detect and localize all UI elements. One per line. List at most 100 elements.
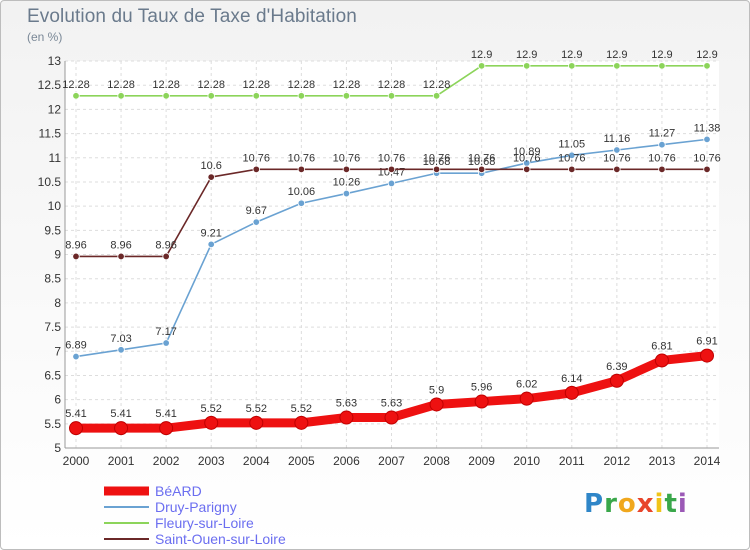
data-point <box>162 252 170 261</box>
y-tick-label: 9.5 <box>44 223 61 237</box>
data-point <box>658 140 666 149</box>
data-label: 5.41 <box>65 408 86 420</box>
chart-title: Evolution du Taux de Taxe d'Habitation <box>27 6 357 27</box>
data-point <box>117 92 125 100</box>
data-label: 5.52 <box>246 403 267 415</box>
data-point <box>249 415 264 430</box>
data-point <box>117 346 125 354</box>
data-label: 10.26 <box>333 177 361 189</box>
x-tick-label: 2010 <box>513 454 540 468</box>
data-label: 5.52 <box>201 403 222 415</box>
y-tick-label: 8 <box>54 296 61 310</box>
legend-label: Saint-Ouen-sur-Loire <box>155 531 286 547</box>
x-tick-label: 2013 <box>649 454 676 468</box>
data-label: 7.17 <box>155 326 176 338</box>
data-point <box>207 173 215 181</box>
y-tick-label: 5.5 <box>44 417 61 431</box>
data-label: 6.89 <box>65 340 86 352</box>
x-tick-label: 2014 <box>694 454 721 468</box>
data-label: 12.28 <box>62 79 90 91</box>
data-label: 8.96 <box>155 239 176 251</box>
x-tick-label: 2001 <box>108 454 135 468</box>
data-label: 5.96 <box>471 382 492 394</box>
data-point <box>252 92 260 100</box>
y-tick-label: 12.5 <box>38 78 62 92</box>
data-label: 5.63 <box>381 398 402 410</box>
data-point <box>703 135 711 144</box>
data-label: 10.76 <box>693 152 721 164</box>
logo-letter: i <box>654 489 665 519</box>
data-label: 12.9 <box>606 49 627 61</box>
data-point <box>477 62 486 70</box>
data-label: 10.06 <box>288 186 316 198</box>
y-tick-label: 11.5 <box>39 127 62 141</box>
data-label: 10.76 <box>468 152 496 164</box>
data-point <box>207 92 215 100</box>
y-tick-label: 10.5 <box>38 175 62 189</box>
data-label: 12.28 <box>152 79 180 91</box>
x-tick-label: 2005 <box>288 454 315 468</box>
data-point <box>568 165 576 174</box>
data-label: 10.76 <box>423 152 451 164</box>
data-point <box>564 385 579 400</box>
y-tick-label: 6 <box>54 393 61 407</box>
data-label: 12.28 <box>288 79 316 91</box>
data-label: 6.39 <box>606 361 627 373</box>
data-point <box>523 165 531 174</box>
data-label: 12.28 <box>197 79 225 91</box>
data-point <box>297 199 306 207</box>
data-label: 9.21 <box>201 227 222 239</box>
data-point <box>339 410 354 425</box>
data-label: 12.9 <box>696 49 717 61</box>
data-point <box>609 373 624 388</box>
data-point <box>658 165 666 174</box>
y-tick-label: 9 <box>54 248 61 262</box>
data-label: 8.96 <box>110 239 131 251</box>
data-point <box>477 165 486 174</box>
data-point <box>72 252 80 261</box>
data-label: 10.76 <box>378 152 406 164</box>
data-label: 12.9 <box>471 49 492 61</box>
data-point <box>252 165 260 174</box>
data-label: 12.28 <box>333 79 361 91</box>
data-label: 10.76 <box>288 152 316 164</box>
x-tick-label: 2000 <box>63 454 90 468</box>
data-label: 10.68 <box>423 156 451 168</box>
y-tick-label: 7.5 <box>44 320 61 334</box>
data-point <box>342 189 351 198</box>
data-point <box>72 352 80 361</box>
chart-subtitle: (en %) <box>27 30 63 44</box>
x-tick-label: 2012 <box>604 454 631 468</box>
data-point <box>384 410 399 425</box>
data-label: 5.63 <box>336 398 357 410</box>
logo-letter: x <box>636 489 655 519</box>
data-point <box>474 394 489 409</box>
data-point <box>342 165 351 174</box>
data-label: 10.68 <box>468 156 496 168</box>
data-label: 12.9 <box>561 49 582 61</box>
data-label: 10.76 <box>648 152 676 164</box>
x-tick-label: 2002 <box>153 454 180 468</box>
x-tick-label: 2007 <box>378 454 405 468</box>
data-point <box>432 92 441 100</box>
data-point <box>117 252 125 261</box>
legend-label: Druy-Parigny <box>155 499 237 515</box>
data-point <box>613 146 621 154</box>
data-point <box>72 92 80 100</box>
data-label: 12.28 <box>378 79 406 91</box>
data-label: 10.76 <box>243 152 271 164</box>
logo-letter: o <box>617 489 637 519</box>
data-point <box>703 165 711 174</box>
y-tick-label: 11 <box>49 151 62 165</box>
data-label: 5.9 <box>429 384 444 396</box>
data-label: 10.76 <box>333 152 361 164</box>
data-point <box>658 62 666 70</box>
data-point <box>297 92 306 100</box>
data-point <box>613 165 621 174</box>
legend-label: BéARD <box>155 483 202 499</box>
logo-letter: r <box>604 489 618 519</box>
data-label: 9.67 <box>246 205 267 217</box>
data-point <box>568 151 576 160</box>
data-point <box>207 240 215 249</box>
data-point <box>69 421 83 436</box>
